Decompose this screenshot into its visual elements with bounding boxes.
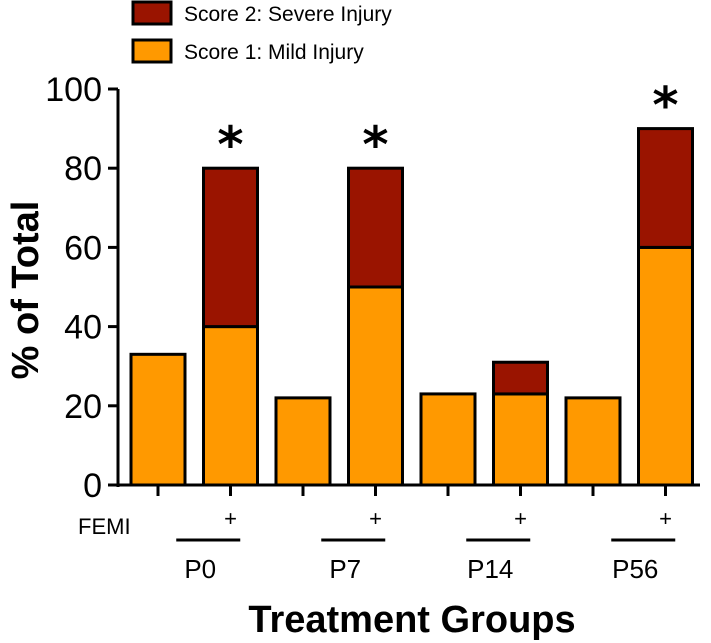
y-axis-title: % of Total <box>5 201 47 380</box>
legend-swatch-severe <box>131 0 173 26</box>
y-tick-label: 0 <box>83 467 102 505</box>
bar-mild <box>274 396 332 487</box>
bar-mild <box>564 396 622 487</box>
bar-mild <box>492 392 549 487</box>
bars <box>129 127 694 487</box>
bar-severe <box>492 360 549 396</box>
group-label: P0 <box>184 554 216 584</box>
group-label: P56 <box>612 554 658 584</box>
femi-row-label: FEMI <box>78 514 131 539</box>
group-label: P14 <box>467 554 513 584</box>
x-axis: + + + + P0 P7 P14 P56 <box>116 483 700 584</box>
y-axis: 0 20 40 60 80 100 <box>45 71 120 505</box>
legend-label-mild: Score 1: Mild Injury <box>184 41 364 64</box>
bar-mild <box>419 392 477 487</box>
bar-severe <box>347 166 404 289</box>
bar-mild <box>202 325 259 487</box>
bar-severe <box>637 127 694 249</box>
bar-mild <box>637 245 694 487</box>
femi-marker: + <box>514 506 527 531</box>
y-tick-label: 80 <box>64 150 102 188</box>
legend-label-severe: Score 2: Severe Injury <box>184 3 392 26</box>
y-tick-label: 20 <box>64 388 102 426</box>
significance-star: * <box>217 116 243 174</box>
legend: Score 2: Severe Injury Score 1: Mild Inj… <box>131 0 392 64</box>
bar-mild <box>347 285 404 487</box>
significance-star: * <box>652 77 678 135</box>
group-label: P7 <box>329 554 361 584</box>
y-tick-label: 100 <box>45 71 102 109</box>
x-axis-title: Treatment Groups <box>248 599 575 641</box>
y-tick-label: 40 <box>64 309 102 347</box>
bar-severe <box>202 166 259 329</box>
y-tick-label: 60 <box>64 229 102 267</box>
annotations: * * * <box>217 77 678 175</box>
bar-mild <box>129 352 187 487</box>
femi-marker: + <box>659 506 672 531</box>
significance-star: * <box>362 116 388 174</box>
femi-marker: + <box>224 506 237 531</box>
femi-marker: + <box>369 506 382 531</box>
legend-swatch-mild <box>131 38 173 64</box>
